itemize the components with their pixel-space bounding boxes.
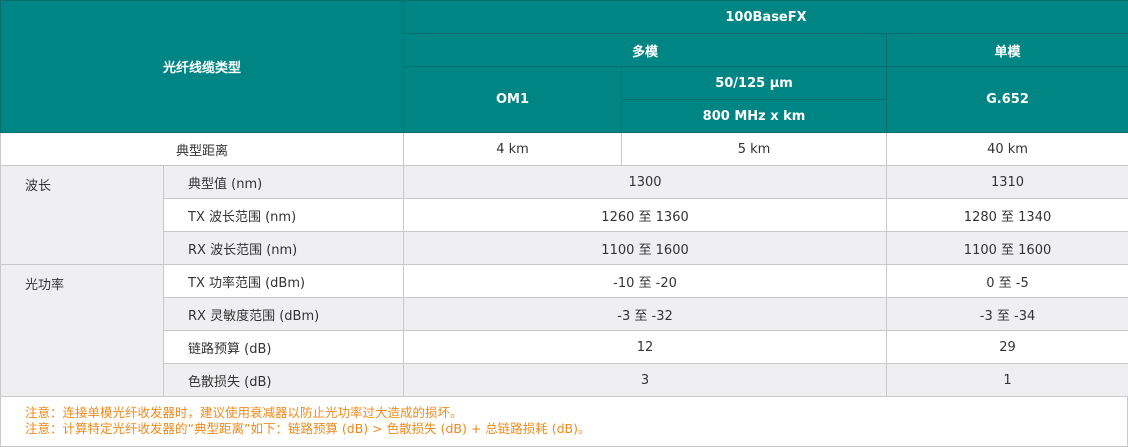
typical-distance-label: 典型距离 — [0, 132, 405, 166]
cell: 1260 至 1360 — [403, 198, 888, 232]
standard-header: 100BaseFX — [403, 0, 1128, 34]
row-label: TX 波长范围 (nm) — [162, 198, 405, 232]
cell: 0 至 -5 — [886, 264, 1128, 298]
note: 注意：连接单模光纤收发器时，建议使用衰减器以防止光功率过大造成的损坏。 — [25, 405, 463, 420]
row-label: RX 灵敏度范围 (dBm) — [162, 297, 405, 331]
spec-table: 光纤线缆类型 100BaseFX 多模 单模 OM1 50/125 µm G.652 8… — [0, 0, 1128, 397]
multimode-header: 多模 — [403, 33, 888, 67]
notes: 注意：连接单模光纤收发器时，建议使用衰减器以防止光功率过大造成的损坏。 注意：计… — [0, 397, 1128, 447]
row-label: TX 功率范围 (dBm) — [162, 264, 405, 298]
row-label: RX 波长范围 (nm) — [162, 231, 405, 265]
cell: 4 km — [403, 132, 623, 166]
cell: 1 — [886, 363, 1128, 397]
mm-bw-header: 800 MHz x km — [621, 99, 888, 133]
cell: 1280 至 1340 — [886, 198, 1128, 232]
cell: 1310 — [886, 165, 1128, 199]
cell: 5 km — [621, 132, 888, 166]
singlemode-header: 单模 — [886, 33, 1128, 67]
cell: 1100 至 1600 — [403, 231, 888, 265]
mm-core-header: 50/125 µm — [621, 66, 888, 100]
row-label: 典型值 (nm) — [162, 165, 405, 199]
cell: 3 — [403, 363, 888, 397]
cell: 12 — [403, 330, 888, 364]
row-label: 链路预算 (dB) — [162, 330, 405, 364]
cell: 40 km — [886, 132, 1128, 166]
g652-header: G.652 — [886, 66, 1128, 133]
group-optical-power: 光功率 — [0, 264, 164, 397]
cell: -3 至 -34 — [886, 297, 1128, 331]
note: 注意：计算特定光纤收发器的“典型距离”如下：链路预算 (dB) > 色散损失 (… — [25, 421, 591, 436]
row-label: 色散损失 (dB) — [162, 363, 405, 397]
cell: -3 至 -32 — [403, 297, 888, 331]
cell: -10 至 -20 — [403, 264, 888, 298]
group-wavelength: 波长 — [0, 165, 164, 265]
cell: 29 — [886, 330, 1128, 364]
cell: 1100 至 1600 — [886, 231, 1128, 265]
fiber-type-header: 光纤线缆类型 — [0, 0, 405, 133]
om1-header: OM1 — [403, 66, 623, 133]
cell: 1300 — [403, 165, 888, 199]
